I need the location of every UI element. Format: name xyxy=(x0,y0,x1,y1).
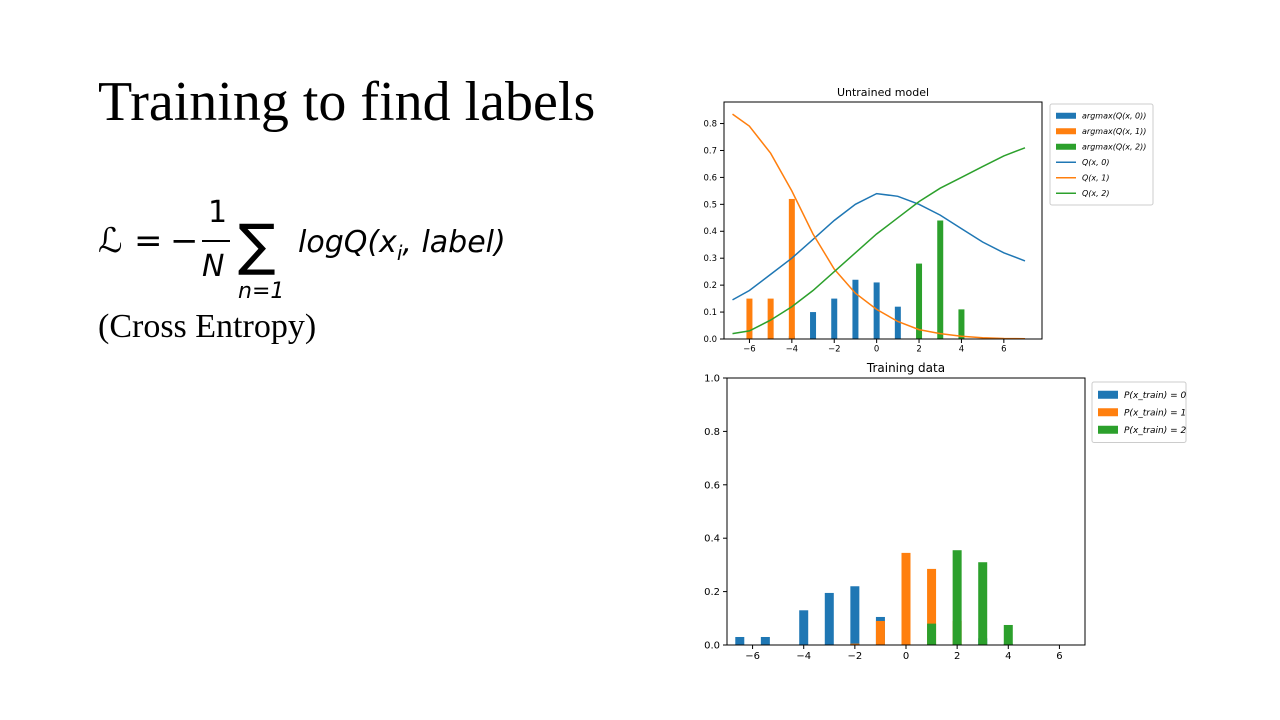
legend-swatch xyxy=(1098,391,1118,399)
bar xyxy=(850,586,859,645)
y-tick-label: 0.4 xyxy=(704,534,720,545)
bar xyxy=(927,624,936,645)
bar xyxy=(1004,625,1013,645)
y-tick-label: 1.0 xyxy=(704,374,720,385)
y-tick-label: 0.6 xyxy=(704,480,720,491)
x-tick-label: 0 xyxy=(903,651,909,662)
x-tick-label: −4 xyxy=(796,651,811,662)
bar xyxy=(761,637,770,645)
x-tick-label: −6 xyxy=(745,651,760,662)
chart-title: Training data xyxy=(866,361,945,375)
x-tick-label: 4 xyxy=(1005,651,1011,662)
bar xyxy=(735,637,744,645)
bar xyxy=(902,553,911,645)
bar xyxy=(978,562,987,645)
legend-swatch xyxy=(1098,408,1118,416)
x-tick-label: 6 xyxy=(1056,651,1062,662)
x-tick-label: −2 xyxy=(847,651,862,662)
y-tick-label: 0.2 xyxy=(704,587,720,598)
x-tick-label: 2 xyxy=(954,651,960,662)
y-tick-label: 0.8 xyxy=(704,427,720,438)
bar xyxy=(876,621,885,645)
y-tick-label: 0.0 xyxy=(704,641,720,652)
legend-label: P(x_train) = 2 xyxy=(1124,426,1186,436)
bar xyxy=(953,550,962,645)
bar xyxy=(799,610,808,645)
legend-label: P(x_train) = 0 xyxy=(1124,391,1186,401)
legend-swatch xyxy=(1098,426,1118,434)
legend-label: P(x_train) = 1 xyxy=(1124,408,1186,418)
bar xyxy=(825,593,834,645)
